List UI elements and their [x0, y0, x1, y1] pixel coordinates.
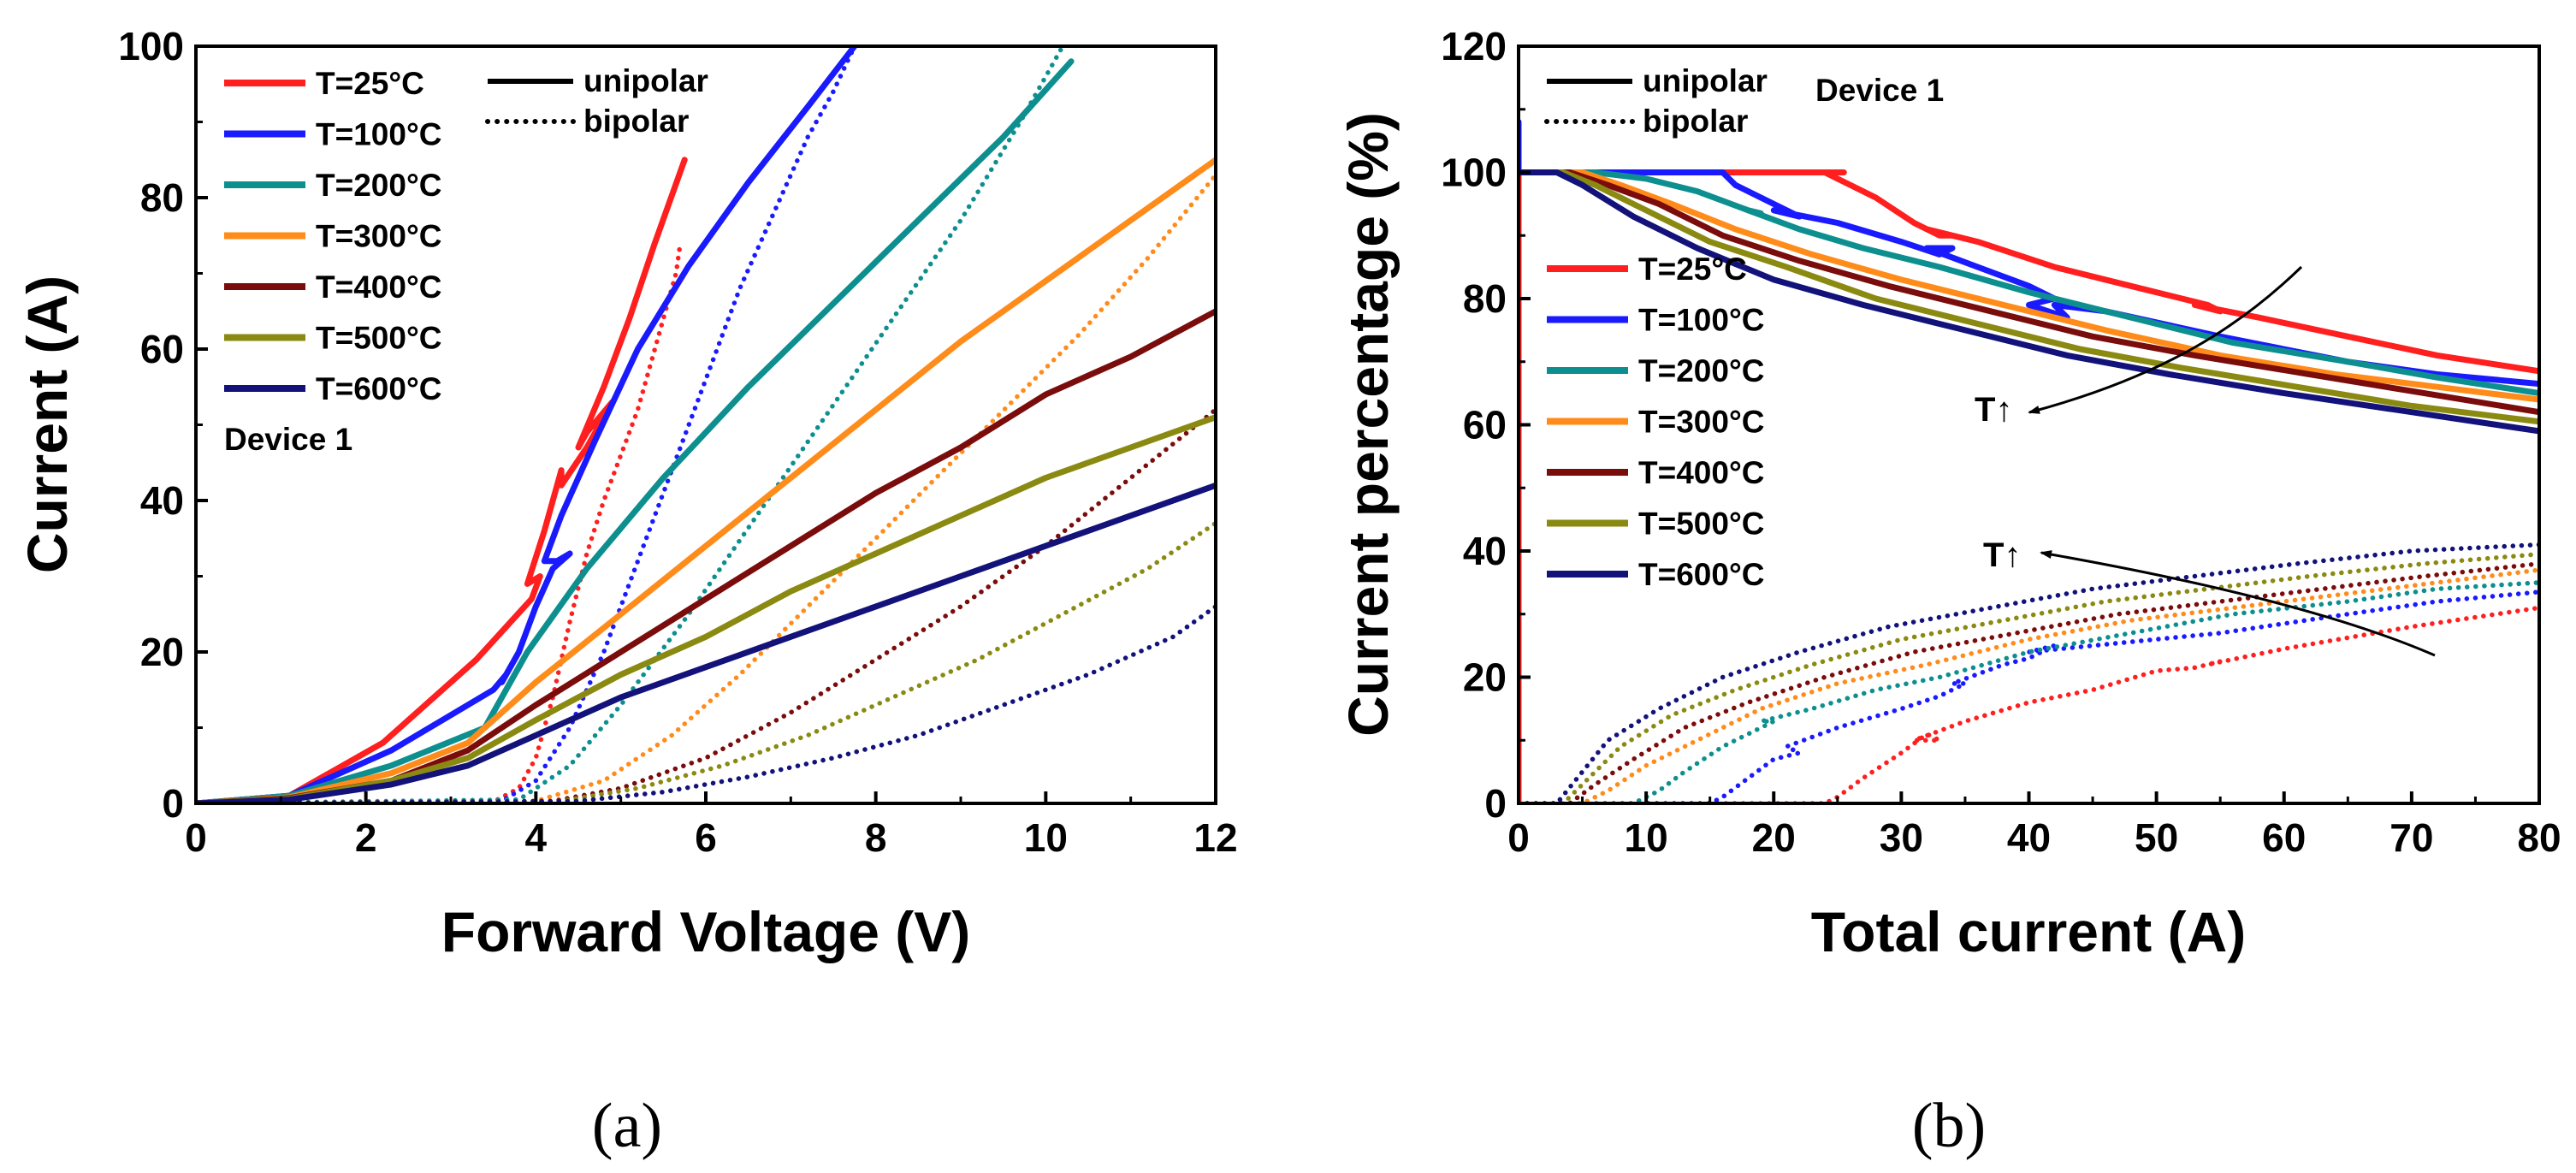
chart-a-ytick-label-5: 100: [118, 24, 184, 68]
chart-b-device-note: Device 1: [1815, 73, 1944, 108]
chart-a-xtick-label-5: 10: [1024, 815, 1068, 860]
chart-b-series-0-unipolar: [1519, 169, 2539, 803]
annotation-t-up-lower: T↑: [1983, 536, 2021, 574]
chart-b-xtick-label-5: 50: [2135, 815, 2178, 860]
chart-a-device-note: Device 1: [224, 422, 352, 457]
chart-a: 0 2 4 6 8 10 12 0 20 40 60 80 100 Forward Voltage (V…: [15, 24, 1238, 1161]
chart-b-legend: T=25°C T=100°C T=200°C T=300°C T=400°C T=500°…: [1544, 63, 1768, 592]
chart-a-legend: T=25°C T=100°C T=200°C T=300°C T=400°C T=500°…: [224, 63, 708, 406]
chart-a-series-6-unipolar: [196, 482, 1216, 803]
chart-a-legend-label-1: T=100°C: [316, 117, 441, 152]
chart-a-ytick-label-2: 40: [140, 478, 184, 523]
chart-b-ytick-label-4: 80: [1463, 276, 1507, 321]
chart-b-ylabel: Current percentage (%): [1336, 112, 1400, 737]
chart-b-style-label-unipolar: unipolar: [1643, 63, 1768, 98]
annotation-arrow-lower: [2040, 550, 2436, 657]
annotation-arrow-upper: [2028, 265, 2303, 414]
chart-b-xtick-label-6: 60: [2262, 815, 2306, 860]
chart-b-xtick-label-1: 10: [1625, 815, 1668, 860]
chart-b-legend-label-1: T=100°C: [1638, 303, 1764, 338]
chart-b-xtick-label-4: 40: [2007, 815, 2051, 860]
chart-a-style-label-bipolar: bipolar: [583, 104, 689, 139]
chart-a-xtick-label-3: 6: [695, 815, 717, 860]
chart-a-series-1-unipolar: [196, 46, 858, 803]
chart-b-legend-label-2: T=200°C: [1638, 353, 1764, 388]
chart-a-ytick-label-0: 0: [162, 781, 184, 826]
chart-a-series-5-bipolar: [196, 520, 1216, 803]
chart-a-legend-label-2: T=200°C: [316, 168, 441, 203]
chart-a-legend-label-6: T=600°C: [316, 371, 441, 406]
chart-a-xtick-label-4: 8: [865, 815, 887, 860]
chart-a-series-2-bipolar: [196, 46, 1065, 803]
chart-a-ytick-label-3: 60: [140, 327, 184, 371]
chart-a-series-5-unipolar: [196, 414, 1216, 803]
chart-b-xtick-label-0: 0: [1507, 815, 1530, 860]
chart-a-series-1-bipolar: [196, 46, 857, 803]
chart-a-ytick-label-4: 80: [140, 175, 184, 220]
chart-b-series-0-bipolar: [1519, 605, 2539, 803]
chart-a-legend-label-5: T=500°C: [316, 321, 441, 356]
chart-b-series-5-unipolar: [1519, 169, 2539, 425]
chart-b-ytick-label-1: 20: [1463, 655, 1507, 700]
chart-b-xtick-label-8: 80: [2517, 815, 2561, 860]
chart-b-xlabel: Total current (A): [1811, 900, 2246, 963]
chart-a-xlabel: Forward Voltage (V): [441, 900, 971, 963]
chart-b-xtick-label-2: 20: [1752, 815, 1796, 860]
chart-a-series-3-unipolar: [196, 157, 1216, 803]
chart-a-xtick-label-6: 12: [1193, 815, 1237, 860]
chart-a-style-label-unipolar: unipolar: [583, 63, 708, 98]
chart-b-series-5-bipolar: [1519, 551, 2539, 803]
chart-b-legend-label-6: T=600°C: [1638, 557, 1764, 592]
chart-b-legend-label-5: T=500°C: [1638, 507, 1764, 542]
chart-b-legend-label-0: T=25°C: [1638, 252, 1747, 287]
chart-b-ticks: 0 10 20 30 40 50 60 70 80 0 20 40 60 80 100 120: [1441, 24, 2561, 860]
chart-a-xtick-label-2: 4: [525, 815, 548, 860]
panel-label-a: (a): [592, 1091, 662, 1161]
chart-b-ytick-label-2: 40: [1463, 529, 1507, 573]
chart-a-legend-label-4: T=400°C: [316, 270, 441, 305]
chart-a-xtick-label-0: 0: [185, 815, 207, 860]
chart-b: 0 10 20 30 40 50 60 70 80 0 20 40 60 80 100 120 Total c…: [1336, 24, 2561, 1161]
chart-b-series-2-bipolar: [1519, 580, 2539, 803]
panel-label-b: (b): [1912, 1091, 1986, 1161]
chart-b-ytick-label-6: 120: [1441, 24, 1507, 68]
chart-b-series-2-unipolar: [1519, 169, 2539, 397]
chart-b-series-4-unipolar: [1519, 169, 2539, 416]
chart-a-ytick-label-1: 20: [140, 630, 184, 674]
chart-a-xtick-label-1: 2: [355, 815, 377, 860]
chart-b-series-group: [1519, 119, 2539, 803]
chart-a-ylabel: Current (A): [15, 275, 79, 573]
chart-b-legend-label-3: T=300°C: [1638, 405, 1764, 440]
annotation-t-up-upper: T↑: [1975, 391, 2012, 429]
chart-a-ticks: 0 2 4 6 8 10 12 0 20 40 60 80 100: [118, 24, 1237, 860]
chart-b-series-6-unipolar: [1519, 169, 2539, 435]
chart-b-ytick-label-0: 0: [1484, 781, 1507, 826]
chart-b-series-6-bipolar: [1519, 542, 2539, 803]
chart-a-series-2-unipolar: [196, 58, 1075, 803]
chart-b-style-label-bipolar: bipolar: [1643, 104, 1748, 139]
chart-a-legend-label-3: T=300°C: [316, 219, 441, 254]
chart-a-series-0-unipolar: [196, 157, 688, 803]
chart-b-legend-label-4: T=400°C: [1638, 455, 1764, 490]
chart-b-xtick-label-3: 30: [1880, 815, 1923, 860]
chart-b-ytick-label-5: 100: [1441, 151, 1507, 195]
chart-a-series-3-bipolar: [196, 172, 1216, 803]
chart-b-ytick-label-3: 60: [1463, 403, 1507, 447]
chart-b-series-3-unipolar: [1519, 169, 2539, 403]
chart-b-series-1-bipolar: [1519, 589, 2539, 803]
chart-b-xtick-label-7: 70: [2389, 815, 2433, 860]
chart-a-legend-label-0: T=25°C: [316, 66, 424, 101]
